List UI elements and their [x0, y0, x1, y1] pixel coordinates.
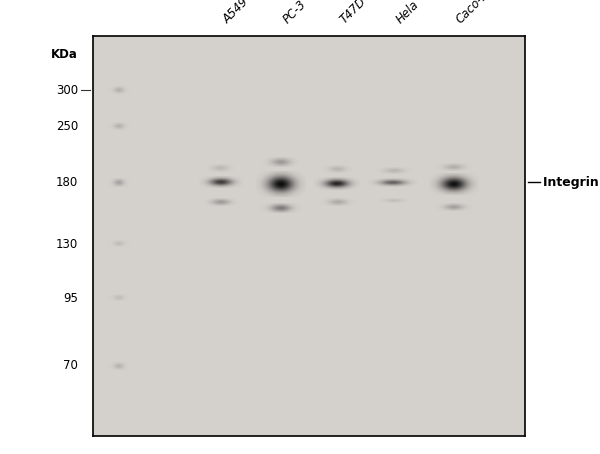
Text: Caco-2: Caco-2: [454, 0, 492, 26]
Text: Integrin β4: Integrin β4: [543, 176, 600, 189]
Text: 70: 70: [63, 360, 78, 372]
Text: 250: 250: [56, 120, 78, 133]
Text: 130: 130: [56, 237, 78, 251]
Text: KDa: KDa: [51, 48, 78, 61]
Text: 95: 95: [63, 291, 78, 305]
Text: 180: 180: [56, 176, 78, 189]
Text: T47D: T47D: [337, 0, 368, 26]
Text: PC-3: PC-3: [281, 0, 309, 26]
Text: 300: 300: [56, 84, 78, 97]
Text: Hela: Hela: [393, 0, 421, 26]
Text: A549: A549: [220, 0, 251, 26]
